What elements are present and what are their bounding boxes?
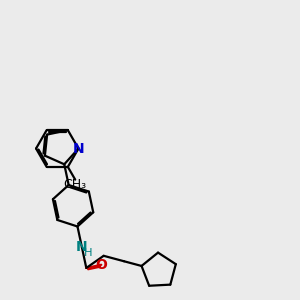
Text: N: N (73, 142, 84, 155)
Text: O: O (95, 258, 107, 272)
Text: CH₃: CH₃ (64, 178, 87, 191)
Text: H: H (84, 248, 93, 257)
Text: N: N (76, 240, 88, 254)
